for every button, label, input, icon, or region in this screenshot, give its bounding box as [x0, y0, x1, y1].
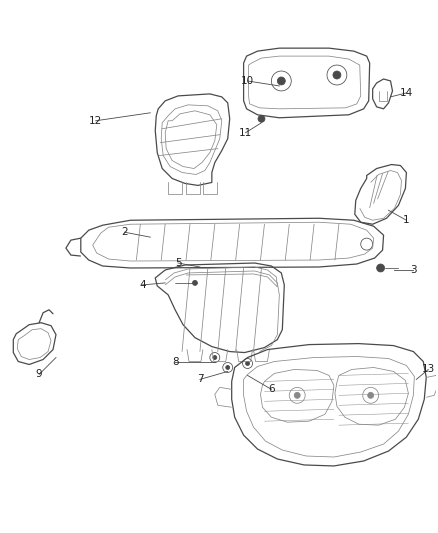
Circle shape — [226, 366, 230, 369]
Text: 12: 12 — [89, 116, 102, 126]
Text: 13: 13 — [422, 365, 435, 375]
Text: 2: 2 — [121, 227, 128, 237]
Text: 10: 10 — [241, 76, 254, 86]
Circle shape — [294, 392, 300, 398]
Text: 3: 3 — [410, 265, 417, 275]
Text: 9: 9 — [36, 369, 42, 379]
Circle shape — [377, 264, 385, 272]
Circle shape — [246, 361, 250, 366]
Circle shape — [333, 71, 341, 79]
Text: 8: 8 — [172, 357, 178, 367]
Circle shape — [277, 77, 285, 85]
Circle shape — [258, 115, 265, 122]
Text: 11: 11 — [239, 128, 252, 138]
Text: 1: 1 — [403, 215, 410, 225]
Circle shape — [213, 356, 217, 360]
Text: 14: 14 — [400, 88, 413, 98]
Circle shape — [192, 280, 198, 285]
Text: 7: 7 — [197, 374, 203, 384]
Text: 6: 6 — [268, 384, 275, 394]
Circle shape — [367, 392, 374, 398]
Text: 4: 4 — [139, 280, 146, 290]
Text: 5: 5 — [175, 258, 181, 268]
